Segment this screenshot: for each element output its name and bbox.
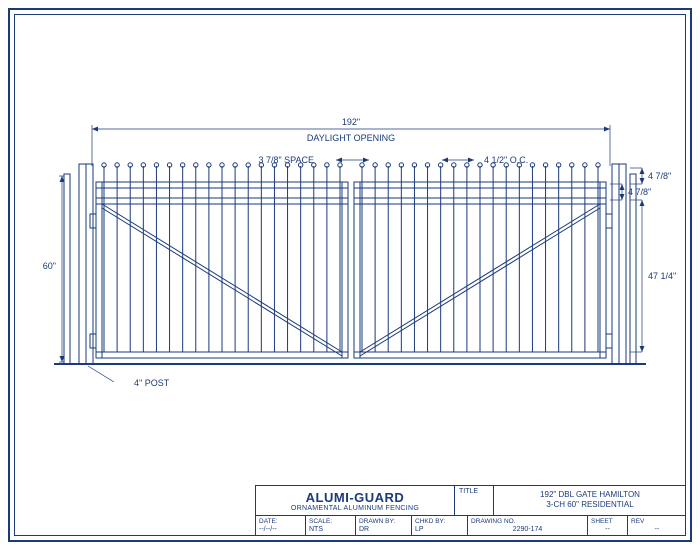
scale-value: NTS (309, 526, 323, 533)
title-block: ALUMI-GUARD ORNAMENTAL ALUMINUM FENCING … (255, 485, 686, 536)
drawing-title: 192" DBL GATE HAMILTON 3-CH 60" RESIDENT… (494, 486, 686, 515)
drawnby-cell: DRAWN BY: DR (356, 516, 412, 536)
rev-label: REV (631, 518, 683, 526)
title-label: TITLE (455, 486, 494, 515)
scale-cell: SCALE: NTS (306, 516, 356, 536)
svg-text:4 7/8": 4 7/8" (648, 171, 671, 181)
date-label: DATE: (259, 518, 302, 526)
rev-cell: REV -- (628, 516, 686, 536)
svg-text:4" POST: 4" POST (134, 378, 170, 388)
chkdby-cell: CHKD BY: LP (412, 516, 468, 536)
title-line2: 3-CH 60" RESIDENTIAL (546, 500, 633, 509)
company-block: ALUMI-GUARD ORNAMENTAL ALUMINUM FENCING (256, 486, 455, 515)
drawn-label: DRAWN BY: (359, 518, 408, 526)
svg-text:192": 192" (342, 117, 360, 127)
chkd-label: CHKD BY: (415, 518, 464, 526)
title-line1: 192" DBL GATE HAMILTON (540, 490, 640, 499)
sheet-label: SHEET (591, 518, 624, 526)
scale-label: SCALE: (309, 518, 352, 526)
date-cell: DATE: --/--/-- (256, 516, 306, 536)
company-subtitle: ORNAMENTAL ALUMINUM FENCING (260, 505, 450, 512)
sheet-value: -- (591, 526, 624, 534)
rev-value: -- (631, 526, 683, 534)
drawing-svg: 192" DAYLIGHT OPENING 3 7/8" SPACE 4 1/2" O… (14, 14, 686, 536)
company-name: ALUMI-GUARD (260, 490, 450, 505)
svg-text:47 1/4": 47 1/4" (648, 271, 676, 281)
svg-text:4 1/2" O.C.: 4 1/2" O.C. (484, 155, 528, 165)
svg-text:DAYLIGHT OPENING: DAYLIGHT OPENING (307, 133, 395, 143)
drawn-value: DR (359, 526, 369, 533)
svg-text:3 7/8" SPACE: 3 7/8" SPACE (258, 155, 314, 165)
drawing-canvas: 192" DAYLIGHT OPENING 3 7/8" SPACE 4 1/2" O… (0, 0, 700, 550)
sheet-cell: SHEET -- (588, 516, 628, 536)
date-value: --/--/-- (259, 526, 277, 533)
dwgno-value: 2290-174 (471, 526, 584, 534)
dwgno-cell: DRAWING NO. 2290-174 (468, 516, 588, 536)
svg-text:60": 60" (43, 261, 56, 271)
svg-text:4 7/8": 4 7/8" (628, 187, 651, 197)
dwgno-label: DRAWING NO. (471, 518, 584, 526)
chkd-value: LP (415, 526, 424, 533)
